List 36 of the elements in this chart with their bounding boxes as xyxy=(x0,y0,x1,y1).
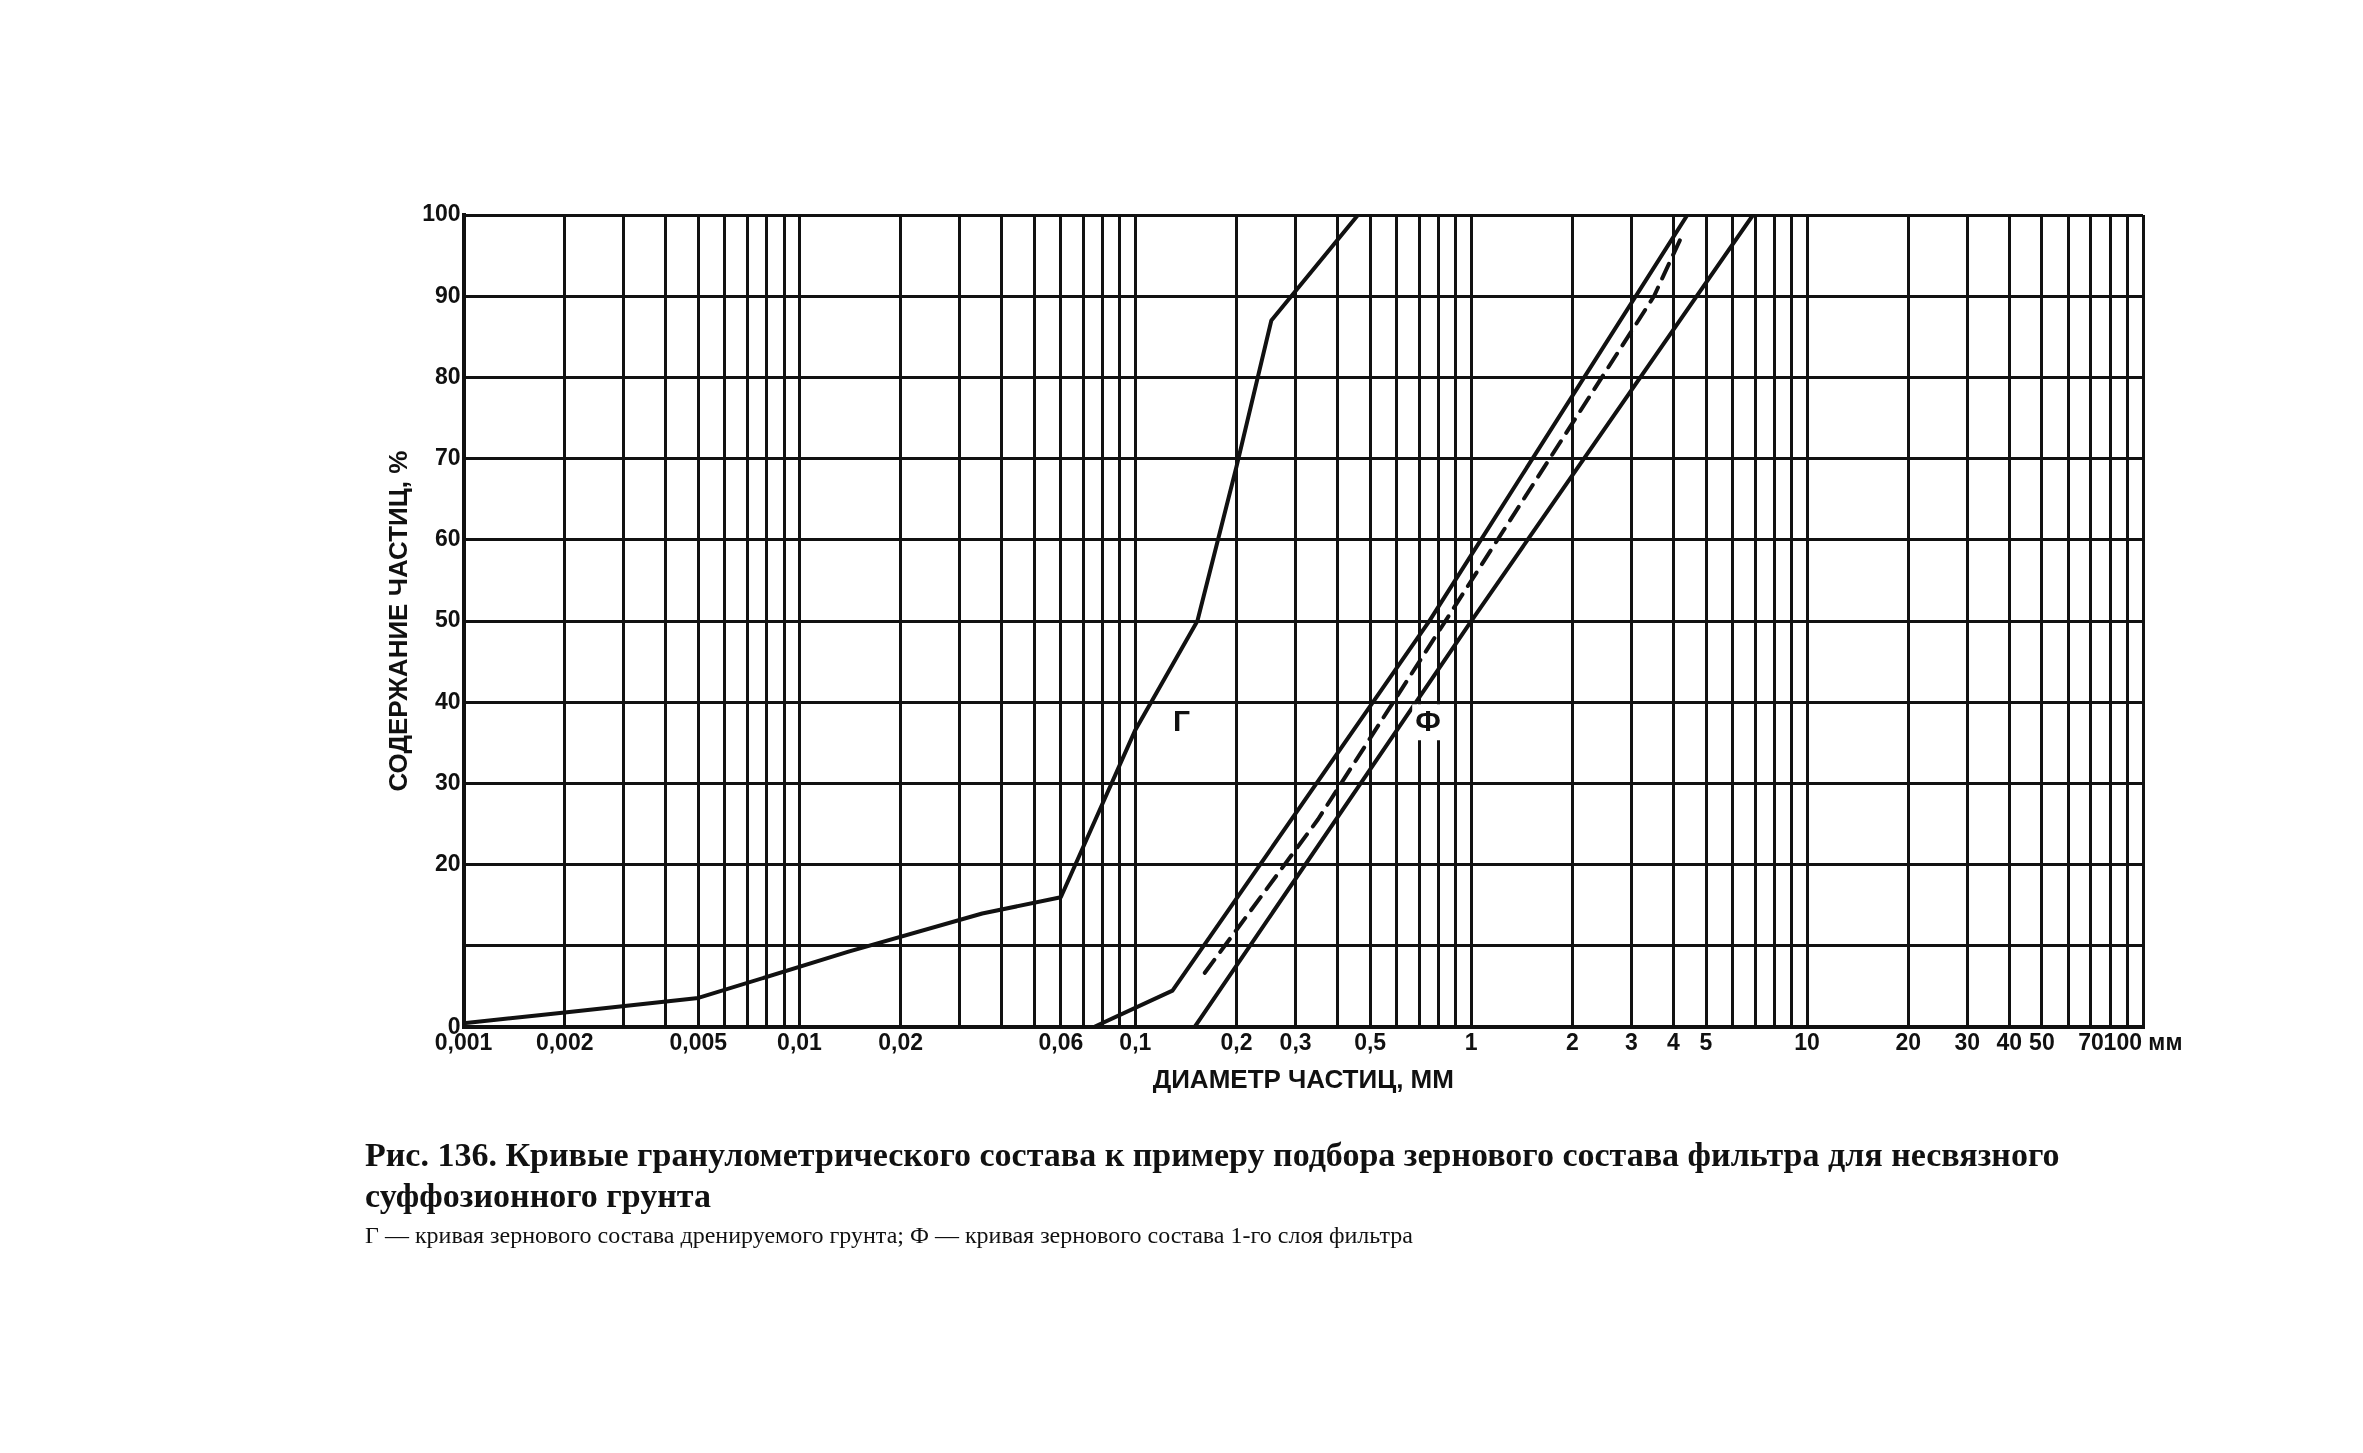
x-tick-label: 70 xyxy=(2078,1029,2104,1056)
x-tick-label: 0,06 xyxy=(1038,1029,1084,1056)
x-tick-label: 3 xyxy=(1625,1029,1638,1056)
x-tick-label: 50 xyxy=(2029,1029,2055,1056)
x-tick-label: 5 xyxy=(1699,1029,1713,1056)
y-tick-label: 100 xyxy=(422,200,461,227)
y-tick-label: 30 xyxy=(434,768,461,795)
x-tick-label: 0,002 xyxy=(535,1029,594,1056)
series-label: Г xyxy=(1173,703,1191,737)
x-tick-label: 0,005 xyxy=(669,1029,728,1056)
x-tick-label: 0,02 xyxy=(878,1029,923,1056)
x-tick-label: 0,01 xyxy=(777,1029,823,1056)
y-axis-title: СОДЕРЖАНИЕ ЧАСТИЦ, % xyxy=(382,450,413,792)
y-tick-label: 20 xyxy=(434,850,461,877)
y-tick-label: 80 xyxy=(434,362,461,389)
x-tick-label: 10 xyxy=(1794,1029,1820,1056)
y-tick-label: 40 xyxy=(434,687,461,714)
x-tick-label: 30 xyxy=(1954,1029,1981,1056)
x-tick-label: 100 мм xyxy=(2103,1029,2183,1056)
y-tick-label: 50 xyxy=(434,606,461,633)
x-tick-label: 0,3 xyxy=(1279,1029,1312,1056)
x-tick-label: 0,2 xyxy=(1220,1029,1253,1056)
x-tick-label: 4 xyxy=(1667,1029,1681,1056)
text: Рис. 136. Кривые гранулометрического состава к примеру подбора зернового состава фильтра для несвязного суффозионного грунта xyxy=(365,1135,2061,1216)
x-tick-label: 2 xyxy=(1565,1029,1579,1056)
y-tick-label: 60 xyxy=(434,525,461,552)
y-tick-label: 70 xyxy=(434,444,461,470)
series-label: Ф xyxy=(1415,703,1441,737)
x-tick-label: 0,1 xyxy=(1119,1029,1152,1056)
x-tick-label: 20 xyxy=(1895,1029,1922,1056)
x-tick-label: 1 xyxy=(1464,1029,1478,1056)
text: Г — кривая зернового состава дренируемого грунта; Ф — кривая зернового состава 1-го слоя фильтра xyxy=(365,1222,1414,1249)
x-axis-title: ДИАМЕТР ЧАСТИЦ, ММ xyxy=(1152,1063,1454,1094)
x-tick-label: 0,5 xyxy=(1354,1029,1387,1056)
y-tick-label: 90 xyxy=(434,281,461,308)
x-tick-label: 40 xyxy=(1996,1029,2023,1056)
